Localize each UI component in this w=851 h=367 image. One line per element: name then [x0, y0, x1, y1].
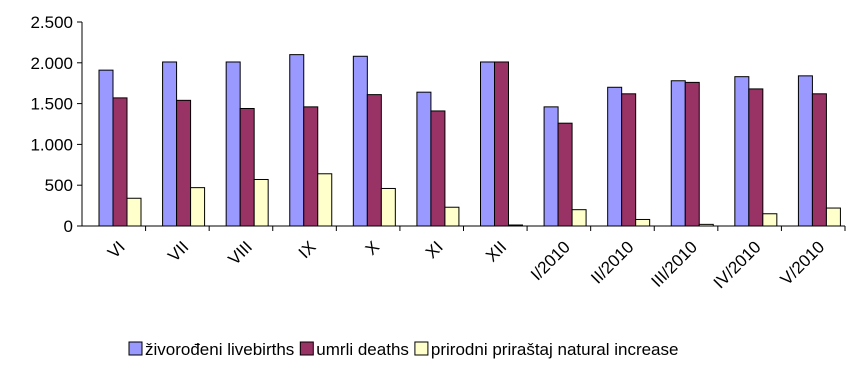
- y-tick-label: 1.000: [30, 135, 73, 154]
- x-category-label: XII: [482, 237, 510, 265]
- x-category-label: IV/2010: [710, 237, 765, 292]
- bar-livebirths: [98, 69, 114, 227]
- y-tick-label: 2.500: [30, 13, 73, 32]
- legend-swatch: [299, 341, 314, 356]
- legend-label: prirodni priraštaj natural increase: [431, 340, 679, 359]
- y-tick-label: 500: [45, 176, 73, 195]
- bar-livebirths: [734, 76, 750, 227]
- bar-livebirths: [352, 55, 368, 227]
- bar-natural-increase: [380, 187, 396, 227]
- y-tick-label: 1.500: [30, 95, 73, 114]
- bar-deaths: [176, 99, 192, 227]
- x-category-label: II/2010: [587, 237, 637, 287]
- bar-deaths: [811, 93, 827, 227]
- bar-deaths: [494, 61, 509, 227]
- bar-natural-increase: [571, 209, 587, 227]
- bar-natural-increase: [444, 206, 460, 227]
- legend-label: umrli deaths: [316, 340, 409, 359]
- x-category-label: IX: [295, 237, 320, 262]
- bar-natural-increase: [190, 187, 206, 227]
- bar-natural-increase: [253, 178, 269, 227]
- bar-deaths: [748, 88, 764, 227]
- bar-livebirths: [543, 106, 559, 227]
- x-category-label: VII: [164, 237, 192, 265]
- bar-deaths: [621, 93, 637, 227]
- bar-livebirths: [289, 54, 305, 227]
- y-axis: 0 500 1.000 1.500 2.000 2.500: [30, 13, 83, 236]
- bar-natural-increase: [635, 218, 651, 227]
- bar-livebirths: [797, 75, 813, 227]
- bar-deaths: [112, 97, 128, 227]
- y-tick-label: 0: [64, 217, 73, 236]
- bar-livebirths: [670, 80, 686, 227]
- bar-livebirths: [225, 61, 241, 227]
- bar-livebirths: [162, 61, 178, 227]
- bar-deaths: [557, 122, 573, 227]
- x-category-label: XI: [422, 237, 447, 262]
- bar-deaths: [239, 107, 255, 227]
- x-category-label: I/2010: [527, 237, 574, 284]
- x-category-label: VIII: [225, 237, 256, 268]
- x-axis: VI VII VIII IX X XI XII I/2010 II/2010 III/2010 IV…: [82, 225, 846, 292]
- bar-deaths: [366, 94, 382, 227]
- legend-swatch: [414, 341, 429, 356]
- y-tick-label: 2.000: [30, 54, 73, 73]
- bar-natural-increase: [762, 213, 778, 227]
- legend: živorođeni livebirths umrli deaths prirodn…: [128, 340, 679, 359]
- x-category-label: III/2010: [648, 237, 702, 291]
- bar-deaths: [684, 81, 700, 227]
- x-category-label: VI: [104, 237, 129, 262]
- bar-natural-increase: [317, 173, 333, 227]
- bars: [98, 54, 841, 227]
- legend-label: živorođeni livebirths: [145, 340, 294, 359]
- bar-natural-increase: [825, 207, 841, 227]
- bar-deaths: [303, 106, 319, 227]
- bar-natural-increase: [126, 197, 142, 227]
- legend-swatch: [128, 341, 143, 356]
- bar-livebirths: [416, 91, 432, 227]
- bar-deaths: [430, 110, 446, 227]
- x-category-label: V/2010: [777, 237, 829, 289]
- x-category-label: X: [362, 237, 383, 258]
- bar-livebirths: [607, 86, 623, 227]
- bar-livebirths: [480, 61, 495, 227]
